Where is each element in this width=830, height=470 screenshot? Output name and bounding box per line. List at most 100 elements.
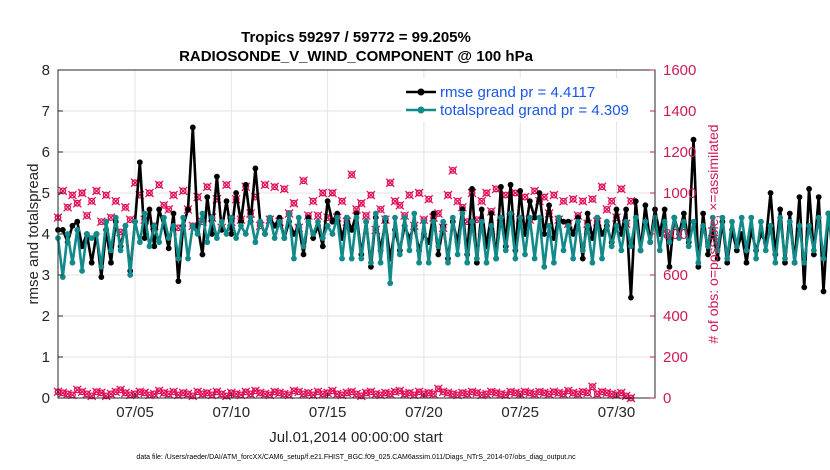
obs-possible-point — [385, 178, 395, 188]
y-tick-label: 5 — [42, 185, 50, 202]
rmse-point — [815, 194, 822, 201]
rmse-point — [661, 206, 668, 213]
rmse-point — [136, 159, 143, 166]
totalspread-point — [796, 222, 803, 229]
totalspread-point — [546, 222, 552, 229]
totalspread-point — [281, 235, 288, 242]
rmse-point — [767, 190, 774, 196]
totalspread-point — [165, 235, 172, 242]
totalspread-point — [98, 263, 105, 270]
totalspread-point — [401, 214, 408, 221]
obs-possible-point — [433, 209, 443, 218]
totalspread-point — [632, 214, 639, 221]
rmse-point — [579, 255, 586, 262]
totalspread-point — [700, 222, 707, 229]
totalspread-point — [324, 222, 331, 229]
totalspread-point — [642, 218, 649, 225]
obs-possible-point — [414, 188, 424, 198]
chart-subtitle: RADIOSONDE_V_WIND_COMPONENT @ 100 hPa — [179, 48, 534, 65]
obs-possible-point — [145, 188, 154, 198]
obs-possible-point — [299, 176, 308, 186]
rmse-point — [209, 231, 215, 237]
obs-possible-point — [120, 202, 130, 212]
y-tick-label: 3 — [42, 267, 50, 284]
totalspread-point — [767, 222, 774, 229]
totalspread-point — [676, 235, 682, 242]
totalspread-point — [339, 255, 345, 262]
totalspread-point — [483, 259, 490, 266]
totalspread-point — [440, 218, 447, 225]
totalspread-point — [79, 268, 85, 274]
obs-possible-point — [356, 198, 366, 208]
totalspread-point — [343, 214, 350, 221]
rmse-point — [300, 251, 307, 258]
rmse-point — [233, 190, 240, 196]
obs-possible-point — [361, 211, 371, 221]
obs-possible-point — [270, 182, 280, 192]
totalspread-point — [536, 214, 543, 221]
totalspread-point — [782, 255, 788, 262]
rmse-point — [469, 186, 475, 192]
ticks: 0 1 2 3 4 5 6 7 8 0 200 400 600 800 1000 1200 1400 1600 07… — [42, 62, 697, 421]
rmse-point — [146, 206, 153, 213]
rmse-point — [743, 259, 750, 266]
rmse-point — [59, 227, 66, 233]
obs-assimilated-point — [587, 382, 597, 392]
obs-possible-point — [347, 170, 357, 180]
totalspread-point — [146, 243, 153, 250]
totalspread-point — [498, 214, 504, 221]
rmse-point — [584, 210, 591, 217]
totalspread-point — [603, 218, 610, 225]
obs-possible-point — [279, 184, 289, 194]
obs-possible-point — [559, 196, 568, 206]
totalspread-point — [647, 239, 654, 246]
legend-marker-rmse — [417, 88, 425, 96]
rmse-point — [165, 245, 172, 252]
totalspread-point — [550, 259, 557, 266]
x-tick-label: 07/10 — [213, 404, 251, 421]
totalspread-point — [666, 239, 673, 246]
totalspread-point — [372, 210, 379, 217]
obs-possible-point — [366, 190, 376, 200]
rmse-point — [213, 173, 220, 180]
footnote: data file: /Users/raeder/DAI/ATM_forcXX/… — [136, 454, 576, 461]
totalspread-point — [714, 247, 721, 254]
totalspread-point — [459, 210, 466, 217]
rmse-point — [276, 214, 283, 221]
totalspread-point — [478, 218, 485, 225]
totalspread-point — [705, 243, 711, 250]
rmse-point — [575, 214, 581, 221]
totalspread-point — [257, 218, 264, 225]
obs-possible-point — [67, 190, 77, 200]
y-axis-label-right: # of obs: o=possible; ×=assimilated — [705, 124, 721, 343]
totalspread-point — [238, 222, 244, 229]
rmse-point — [536, 190, 543, 196]
obs-possible-point — [587, 194, 597, 204]
y-right-tick-label: 600 — [663, 267, 688, 284]
rmse-point — [632, 198, 639, 205]
obs-possible-point — [578, 196, 588, 206]
y-tick-label: 6 — [42, 144, 50, 161]
rmse-point — [305, 214, 312, 221]
y-right-tick-label: 1600 — [663, 62, 696, 79]
rmse-point — [705, 251, 711, 258]
totalspread-point — [758, 218, 764, 225]
totalspread-point — [358, 255, 365, 262]
totalspread-point — [252, 239, 259, 246]
totalspread-point — [680, 218, 687, 225]
totalspread-point — [671, 214, 678, 221]
rmse-point — [541, 231, 548, 237]
rmse-point — [570, 231, 577, 237]
y-right-tick-label: 1400 — [663, 103, 696, 120]
totalspread-point — [218, 218, 225, 225]
obs-possible-point — [616, 184, 626, 194]
totalspread-point — [204, 239, 211, 246]
obs-possible-point — [477, 196, 487, 206]
rmse-point — [334, 210, 341, 217]
totalspread-point — [555, 214, 562, 221]
rmse-point — [560, 218, 567, 225]
legend-label-rmse: rmse grand pr = 4.4117 — [440, 84, 595, 101]
obs-assimilated-point — [116, 385, 126, 395]
rmse-point — [324, 198, 331, 205]
rmse-point — [189, 124, 196, 131]
